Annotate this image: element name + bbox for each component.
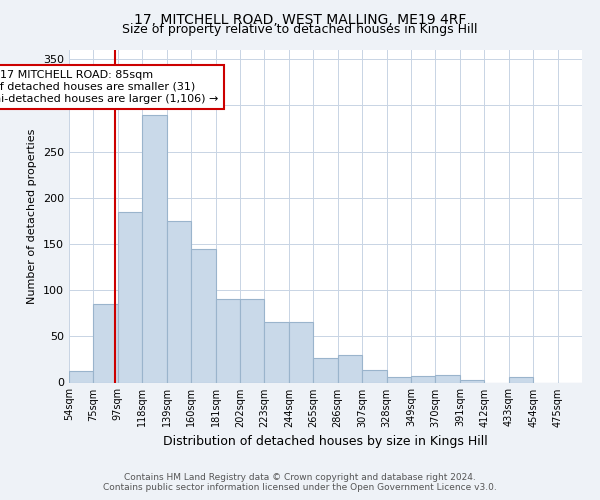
Bar bbox=[142, 114, 167, 382]
Bar bbox=[289, 322, 313, 382]
Bar bbox=[191, 248, 215, 382]
Bar bbox=[240, 300, 265, 382]
Bar bbox=[411, 376, 436, 382]
Text: 17, MITCHELL ROAD, WEST MALLING, ME19 4RF: 17, MITCHELL ROAD, WEST MALLING, ME19 4R… bbox=[134, 12, 466, 26]
Bar bbox=[94, 304, 118, 382]
Bar bbox=[118, 212, 142, 382]
Bar bbox=[460, 380, 484, 382]
X-axis label: Distribution of detached houses by size in Kings Hill: Distribution of detached houses by size … bbox=[163, 435, 488, 448]
Bar bbox=[386, 377, 411, 382]
Text: Contains HM Land Registry data © Crown copyright and database right 2024.
Contai: Contains HM Land Registry data © Crown c… bbox=[103, 473, 497, 492]
Bar bbox=[338, 355, 362, 382]
Bar bbox=[215, 300, 240, 382]
Bar bbox=[362, 370, 386, 382]
Text: 17 MITCHELL ROAD: 85sqm
← 3% of detached houses are smaller (31)
97% of semi-det: 17 MITCHELL ROAD: 85sqm ← 3% of detached… bbox=[0, 70, 218, 104]
Bar bbox=[167, 221, 191, 382]
Bar bbox=[69, 372, 94, 382]
Bar bbox=[436, 375, 460, 382]
Y-axis label: Number of detached properties: Number of detached properties bbox=[28, 128, 37, 304]
Bar bbox=[509, 377, 533, 382]
Bar bbox=[313, 358, 338, 382]
Bar bbox=[265, 322, 289, 382]
Text: Size of property relative to detached houses in Kings Hill: Size of property relative to detached ho… bbox=[122, 22, 478, 36]
